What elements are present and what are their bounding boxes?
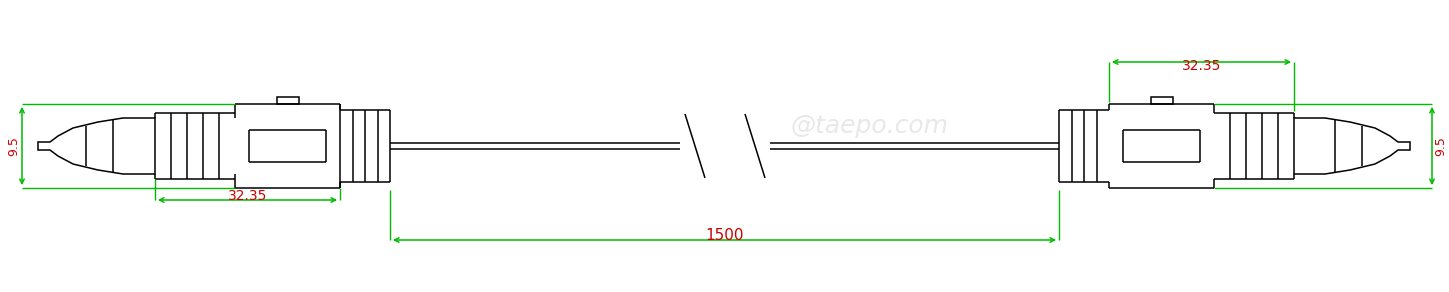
Text: @taepo.com: @taepo.com [791,114,949,138]
Bar [277,97,298,104]
Text: 1500: 1500 [706,228,743,243]
Bar [1151,97,1172,104]
Text: 9.5: 9.5 [7,136,20,156]
Text: 9.5: 9.5 [1435,136,1448,156]
Text: 32.35: 32.35 [227,189,267,203]
Text: 32.35: 32.35 [1182,59,1222,73]
